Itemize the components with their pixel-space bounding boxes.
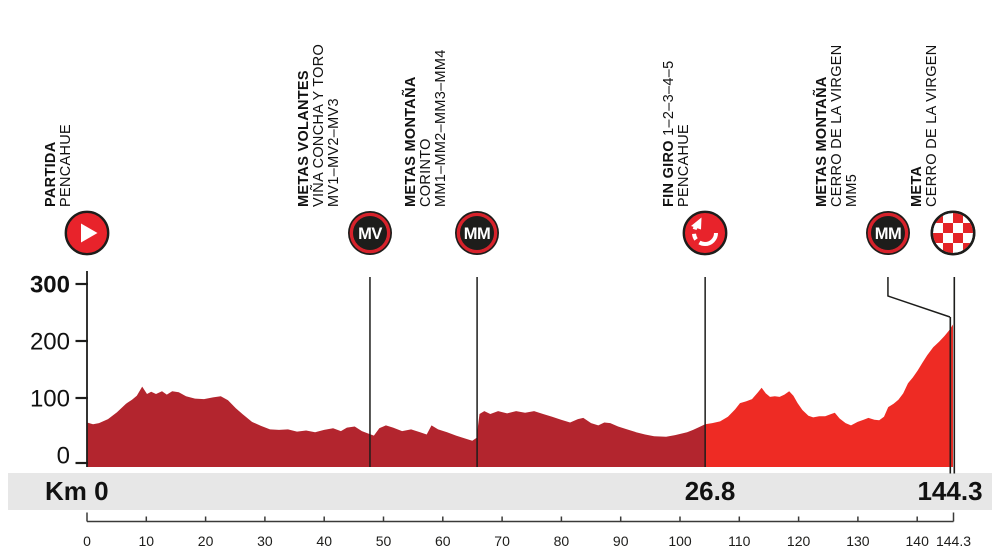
y-tick-label-200: 200 xyxy=(30,329,70,356)
partida-label: PARTIDA PENCAHUE xyxy=(43,124,74,207)
y-tick-label-100: 100 xyxy=(30,386,70,413)
metas-montana-virgen-label-title: METAS MONTAÑA xyxy=(813,76,830,207)
x-tick-label-90: 90 xyxy=(613,533,629,549)
band-end-label: 144.3 xyxy=(917,476,983,506)
metas-montana-corinto-label-line-1: CORINTO xyxy=(418,138,435,207)
metas-volantes-label-line-2: MV1–MV2–MV3 xyxy=(325,98,342,207)
band-mid-label: 26.8 xyxy=(684,476,736,506)
fin-giro-label-line-1: PENCAHUE xyxy=(676,124,693,207)
profile-area-final xyxy=(705,324,953,467)
metas-montana-virgen-label-line-2: MM5 xyxy=(843,173,860,207)
x-tick-label-40: 40 xyxy=(316,533,332,549)
x-tick-label-30: 30 xyxy=(257,533,273,549)
svg-text:MM: MM xyxy=(464,225,491,243)
metas-montana-virgen-label-line-1: CERRO DE LA VIRGEN xyxy=(828,44,845,207)
band-km0-label: Km 0 xyxy=(45,476,109,506)
x-tick-label-20: 20 xyxy=(198,533,214,549)
profile-area-laps xyxy=(87,386,706,467)
metas-volantes-label: METAS VOLANTES VIÑA CONCHA Y TORO MV1–MV2–… xyxy=(295,43,342,207)
x-tick-label-0: 0 xyxy=(83,533,91,549)
metas-montana-corinto-label: METAS MONTAÑA CORINTO MM1–MM2–MM3–MM4 xyxy=(403,49,450,207)
metas-volantes-label-title: METAS VOLANTES xyxy=(295,70,312,207)
x-tick-label-60: 60 xyxy=(435,533,451,549)
metas-volantes-icon: MV xyxy=(347,210,393,256)
x-tick-label-130: 130 xyxy=(846,533,870,549)
x-tick-label-144.3: 144.3 xyxy=(936,533,971,549)
metas-volantes-label-line-1: VIÑA CONCHA Y TORO xyxy=(310,43,327,207)
metas-montana-corinto-label-title: METAS MONTAÑA xyxy=(403,76,420,207)
x-tick-label-110: 110 xyxy=(728,533,751,549)
meta-label-title: META xyxy=(909,165,925,207)
x-tick-label-140: 140 xyxy=(906,533,930,549)
metas-montana-virgen-leader-line xyxy=(887,277,951,318)
svg-text:MV: MV xyxy=(358,225,382,243)
x-tick-label-10: 10 xyxy=(139,533,155,549)
svg-text:MM: MM xyxy=(875,225,902,243)
y-tick-label-300: 300 xyxy=(30,272,70,299)
x-tick-label-50: 50 xyxy=(376,533,392,549)
x-tick-label-80: 80 xyxy=(554,533,570,549)
partida-label-line-1: PENCAHUE xyxy=(58,124,74,207)
metas-montana-corinto-icon: MM xyxy=(454,210,500,256)
meta-label-line-1: CERRO DE LA VIRGEN xyxy=(924,44,940,207)
km-band: Km 0 26.8 144.3 xyxy=(8,473,992,510)
partida-icon xyxy=(64,210,110,256)
meta-icon xyxy=(930,210,976,256)
x-tick-label-120: 120 xyxy=(787,533,811,549)
metas-montana-virgen-icon: MM xyxy=(865,210,911,256)
y-tick-label-0: 0 xyxy=(57,443,70,470)
fin-giro-icon xyxy=(682,210,728,256)
x-tick-label-70: 70 xyxy=(494,533,510,549)
fin-giro-label-title: FIN GIRO xyxy=(661,140,678,207)
fin-giro-label: FIN GIRO 1–2–3–4–5 PENCAHUE xyxy=(661,60,693,207)
fin-giro-label-suffix: 1–2–3–4–5 xyxy=(661,60,678,141)
meta-label: META CERRO DE LA VIRGEN xyxy=(909,44,940,207)
metas-montana-corinto-label-line-2: MM1–MM2–MM3–MM4 xyxy=(433,49,450,207)
metas-montana-virgen-label: METAS MONTAÑA CERRO DE LA VIRGEN MM5 xyxy=(813,44,860,207)
partida-label-title: PARTIDA xyxy=(43,141,59,207)
x-tick-label-100: 100 xyxy=(668,533,692,549)
